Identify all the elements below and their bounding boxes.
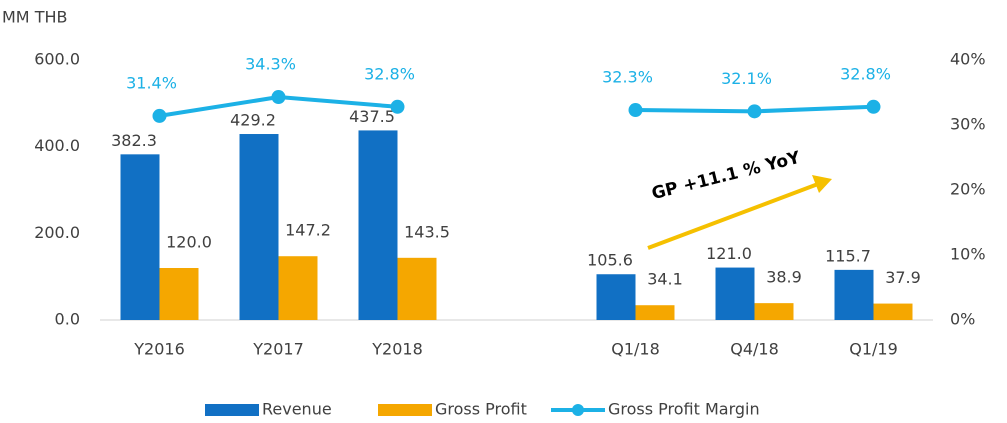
bar (358, 130, 398, 320)
value-label: 34.1 (647, 270, 683, 289)
legend-swatch (205, 404, 259, 416)
bar (873, 303, 913, 320)
bar (834, 269, 874, 320)
line-marker (271, 90, 286, 105)
bar (239, 134, 279, 320)
value-label: 37.9 (885, 268, 921, 287)
bar (159, 268, 199, 320)
y-tick-label: 200.0 (34, 223, 80, 242)
x-tick-label: Y2016 (133, 340, 185, 359)
bar (635, 305, 675, 320)
value-label: 147.2 (285, 221, 331, 240)
value-label: 121.0 (706, 244, 752, 263)
value-label: 32.1% (721, 69, 772, 88)
value-label: 31.4% (126, 73, 177, 92)
y-tick-label: 400.0 (34, 136, 80, 155)
bar (754, 303, 794, 320)
x-tick-label: Y2018 (371, 340, 423, 359)
value-label: 38.9 (766, 268, 802, 287)
value-label: 143.5 (404, 222, 450, 241)
legend-label: Gross Profit Margin (608, 400, 760, 419)
annotation-arrow (647, 182, 819, 250)
legend-label: Revenue (262, 400, 332, 419)
y-axis-label: MM THB (2, 8, 67, 27)
y2-tick-label: 20% (950, 180, 986, 199)
annotation-arrowhead (812, 175, 832, 193)
line-marker (866, 99, 881, 114)
value-label: 32.8% (840, 64, 891, 83)
x-tick-label: Q1/18 (611, 340, 660, 359)
y2-tick-label: 10% (950, 245, 986, 264)
bar (278, 256, 318, 320)
x-tick-label: Y2017 (252, 340, 304, 359)
value-label: 382.3 (111, 131, 157, 150)
y-tick-label: 0.0 (55, 310, 80, 329)
value-label: 34.3% (245, 55, 296, 74)
line-marker (152, 108, 167, 123)
bar (397, 257, 437, 320)
line-marker (390, 99, 405, 114)
line-marker (747, 104, 762, 119)
value-label: 429.2 (230, 111, 276, 130)
value-label: 105.6 (587, 251, 633, 270)
value-label: 32.8% (364, 64, 415, 83)
bar (120, 154, 160, 320)
legend-swatch (378, 404, 432, 416)
bar (715, 267, 755, 320)
bar (596, 274, 636, 320)
y2-tick-label: 0% (950, 310, 975, 329)
y2-tick-label: 30% (950, 115, 986, 134)
value-label: 120.0 (166, 233, 212, 252)
x-tick-label: Q1/19 (849, 340, 898, 359)
legend-label: Gross Profit (435, 400, 527, 419)
legend-swatch-marker (572, 404, 584, 416)
line-marker (628, 103, 643, 118)
value-label: 115.7 (825, 246, 871, 265)
x-tick-label: Q4/18 (730, 340, 779, 359)
y2-tick-label: 40% (950, 50, 986, 69)
value-label: 437.5 (349, 107, 395, 126)
annotation: GP +11.1 % YoY (650, 148, 803, 204)
value-label: 32.3% (602, 68, 653, 87)
y-tick-label: 600.0 (34, 50, 80, 69)
